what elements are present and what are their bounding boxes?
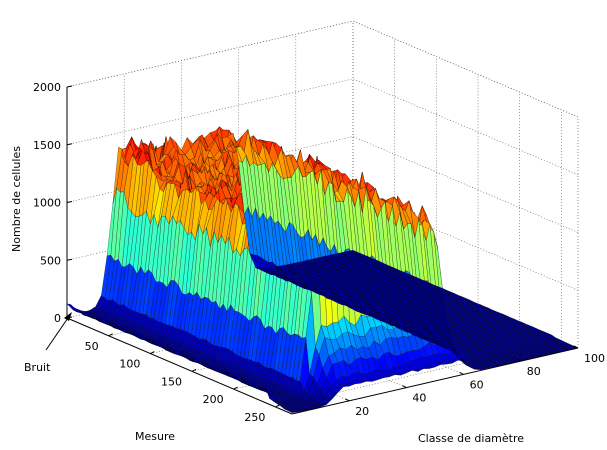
y-tick-mark bbox=[402, 385, 407, 389]
y-tick-mark bbox=[573, 345, 579, 349]
x-tick-label: 250 bbox=[244, 411, 265, 424]
bruit-arrow-head bbox=[64, 312, 72, 321]
y-tick-mark bbox=[459, 371, 464, 375]
grid-line-z bbox=[66, 20, 579, 118]
y-tick-label: 80 bbox=[527, 365, 541, 378]
z-tick-mark bbox=[66, 143, 73, 146]
y-tick-label: 60 bbox=[470, 378, 484, 391]
x-tick-mark bbox=[150, 351, 155, 355]
y-tick-label: 100 bbox=[584, 352, 605, 365]
bruit-annotation: Bruit bbox=[24, 312, 72, 374]
bruit-label: Bruit bbox=[24, 361, 51, 374]
y-tick-label: 40 bbox=[412, 392, 426, 405]
bruit-arrow-line bbox=[45, 314, 71, 351]
y-tick-label: 20 bbox=[355, 405, 369, 418]
grid-line-z bbox=[66, 193, 579, 291]
z-tick-label: 1500 bbox=[33, 139, 61, 152]
z-tick-label: 0 bbox=[54, 312, 61, 325]
z-axis-label: Nombre de cellules bbox=[10, 146, 23, 252]
surface-patch bbox=[66, 303, 77, 312]
grid-top-edge bbox=[66, 20, 579, 118]
z-tick-label: 500 bbox=[40, 254, 61, 267]
x-tick-mark bbox=[275, 404, 280, 408]
x-tick-mark bbox=[191, 368, 197, 372]
x-tick-mark bbox=[108, 333, 113, 337]
tick-labels: 0 500 1000 1500 2000 50 100 150 200 250 20 40 60 80 10… bbox=[33, 81, 605, 424]
z-tick-label: 1000 bbox=[33, 197, 61, 210]
z-tick-mark bbox=[66, 85, 73, 88]
x-tick-label: 150 bbox=[161, 375, 182, 388]
z-tick-mark bbox=[66, 258, 73, 261]
surface-plot bbox=[66, 126, 579, 413]
x-tick-label: 200 bbox=[203, 393, 224, 406]
y-tick-mark bbox=[344, 398, 350, 402]
y-axis-line bbox=[291, 347, 579, 415]
y-axis-label: Classe de diamètre bbox=[418, 432, 524, 445]
grid-line-z bbox=[66, 78, 579, 176]
z-tick-mark bbox=[66, 201, 73, 203]
x-axis-line bbox=[66, 317, 293, 415]
x-axis-label: Mesure bbox=[135, 430, 175, 443]
y-tick-mark bbox=[516, 358, 522, 362]
x-tick-label: 50 bbox=[85, 340, 99, 353]
x-tick-mark bbox=[233, 386, 238, 390]
z-tick-label: 2000 bbox=[33, 81, 61, 94]
grid-line-z bbox=[66, 136, 579, 233]
x-tick-label: 100 bbox=[119, 358, 140, 371]
